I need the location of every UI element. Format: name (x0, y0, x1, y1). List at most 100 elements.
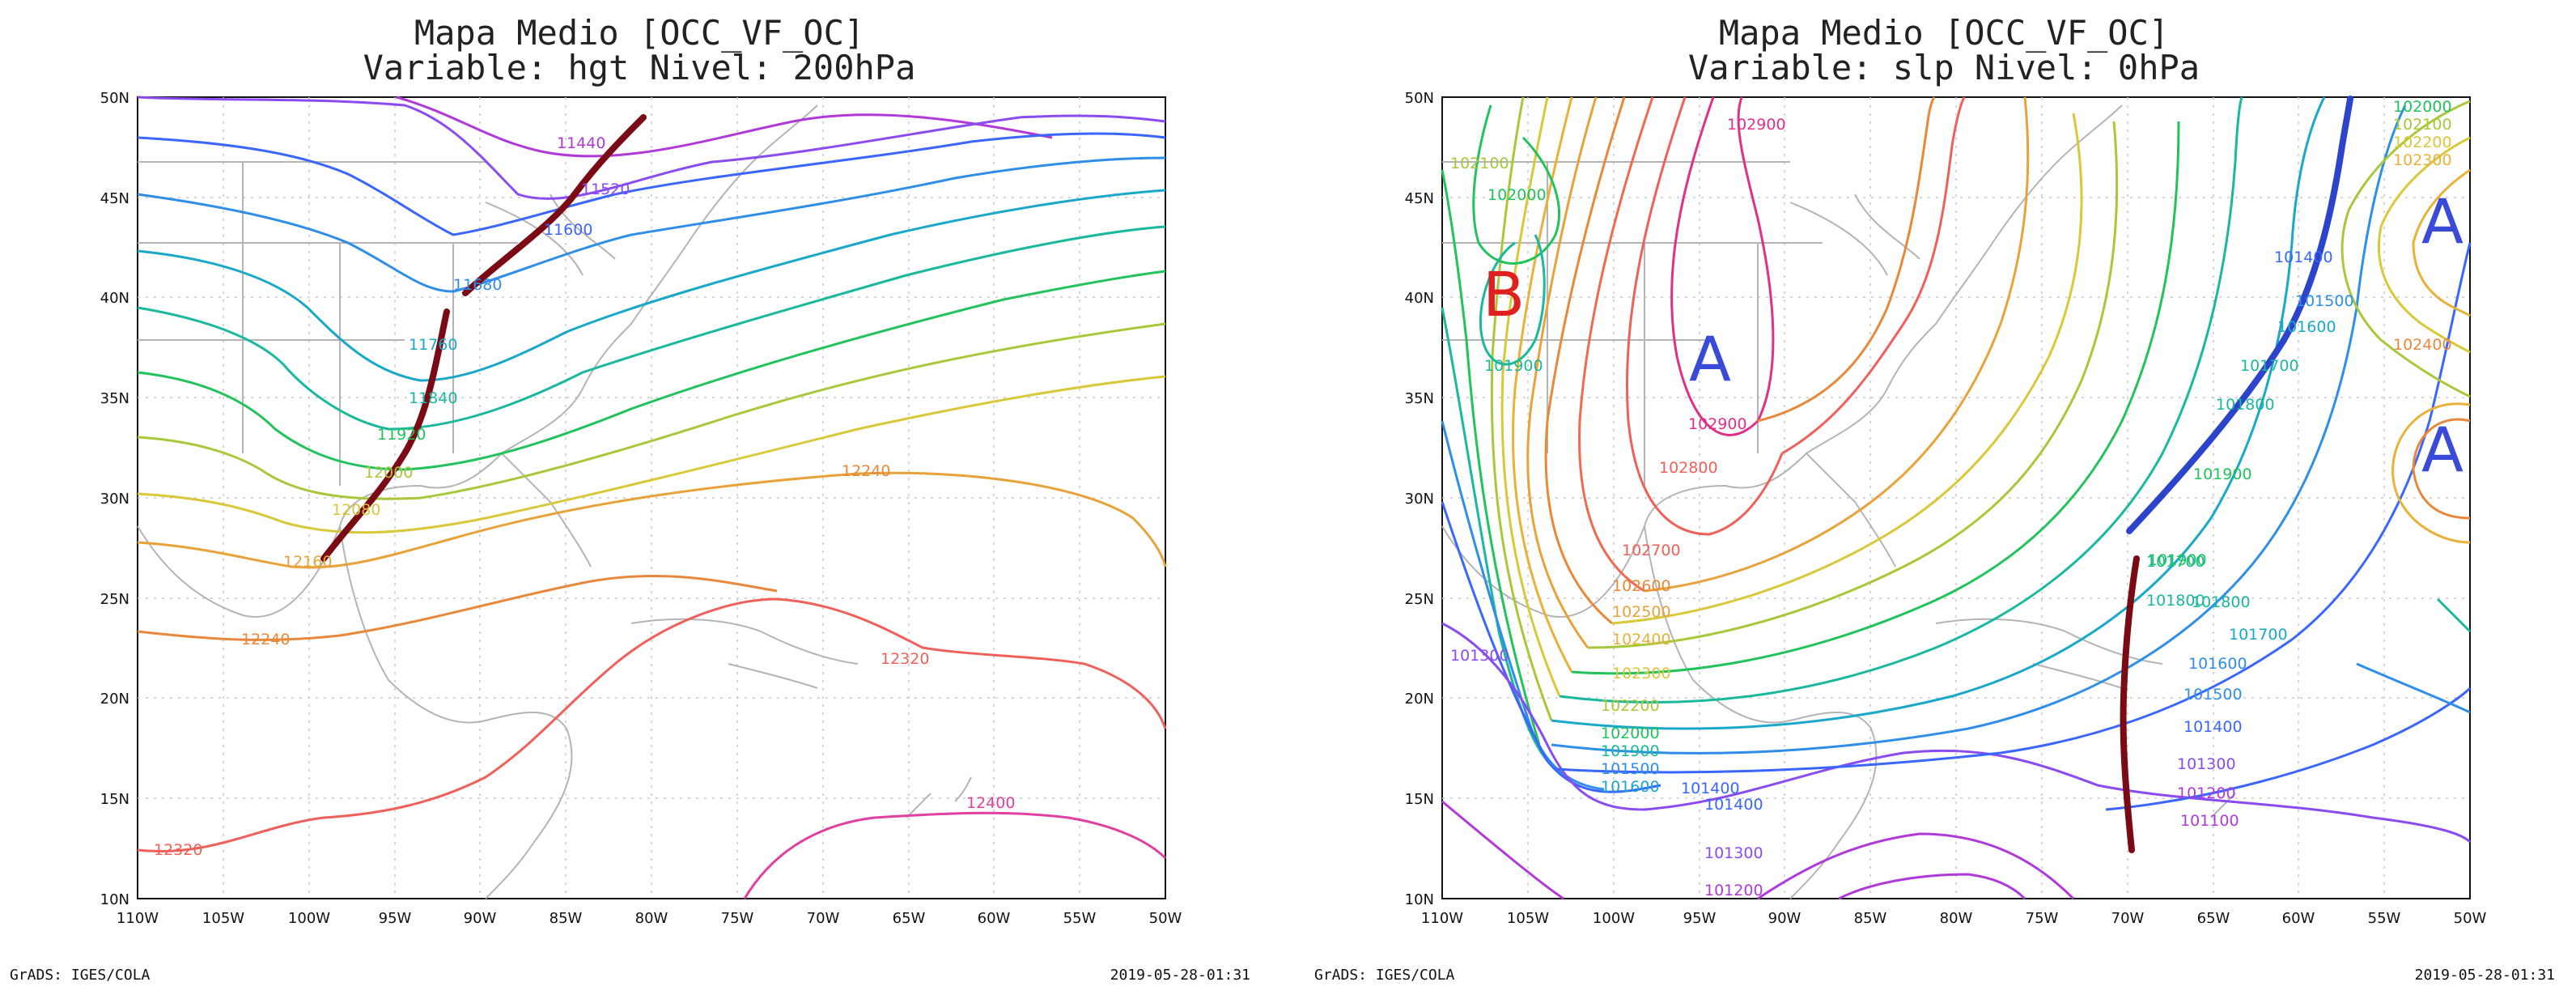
contour-label: 101400 (2183, 718, 2243, 736)
lon-tick: 65W (2197, 910, 2230, 927)
lon-tick: 100W (288, 910, 330, 927)
lon-tick: 55W (1063, 910, 1097, 927)
lon-tick: 70W (2111, 910, 2145, 927)
contour-label: 101200 (2177, 784, 2236, 802)
lat-tick: 15N (1405, 791, 1434, 808)
lon-tick: 70W (807, 910, 840, 927)
contour-label: 11760 (409, 336, 457, 354)
contour-label: 11440 (557, 134, 605, 152)
contour-label: 12080 (332, 501, 380, 519)
panel-slp-0hpa: Mapa Medio [OCC_VF_OC] Variable: slp Niv… (1305, 0, 2567, 999)
lat-tick: 30N (100, 491, 129, 508)
lon-axis: 110W 105W 100W 95W 90W 85W 80W 75W 70W 6… (117, 910, 1182, 927)
contour-label: 101600 (2277, 318, 2336, 336)
lon-tick: 110W (1421, 910, 1463, 927)
lon-tick: 60W (2282, 910, 2315, 927)
contour-label: 102900 (1688, 415, 1747, 433)
contour-label: 12320 (881, 650, 929, 668)
contour-label: 101400 (1681, 780, 1740, 797)
contour-label: 12320 (154, 841, 202, 859)
contour-label: 101900 (2193, 465, 2252, 483)
contour-label: 12240 (842, 462, 890, 480)
contour-label: 101400 (1704, 796, 1763, 814)
title-line2: Variable: hgt Nivel: 200hPa (363, 48, 916, 87)
contour-label: 102400 (2393, 336, 2452, 354)
lat-tick: 10N (100, 891, 129, 908)
footer-left: GrADS: IGES/COLA (1314, 967, 1455, 984)
contour-label: 101700 (2146, 553, 2205, 571)
lon-tick: 110W (117, 910, 159, 927)
contour-label: 11680 (453, 276, 502, 294)
contour-label: 101300 (2177, 755, 2236, 773)
lon-tick: 85W (550, 910, 583, 927)
lat-tick: 35N (1405, 390, 1434, 407)
lat-tick: 40N (100, 290, 129, 307)
front-lines (2120, 96, 2353, 853)
contour-label: 101800 (2216, 396, 2275, 414)
contour-label: 101900 (2148, 551, 2207, 569)
coastlines (1441, 104, 2236, 899)
lat-tick: 45N (100, 190, 129, 207)
lat-tick: 50N (100, 90, 129, 107)
contour-label: 101300 (1450, 647, 1509, 665)
contour-label: 101400 (2274, 249, 2333, 266)
lat-axis: 50N 45N 40N 35N 30N 25N 20N 15N 10N (1405, 90, 1434, 908)
lon-tick: 55W (2368, 910, 2401, 927)
contour-label: 12240 (241, 631, 290, 648)
contour-label: 102000 (1601, 725, 1660, 742)
contour-label: 102000 (2393, 98, 2452, 116)
footer-left: GrADS: IGES/COLA (10, 967, 151, 984)
lon-tick: 100W (1593, 910, 1635, 927)
contour-label: 102900 (1727, 116, 1786, 134)
contour-label: 102700 (1622, 542, 1681, 559)
contour-label: 102300 (2393, 151, 2452, 169)
contour-label: 101900 (1484, 357, 1543, 375)
contour-label: 102100 (2393, 116, 2452, 134)
contour-labels: 11440 11520 11600 11680 11760 11840 1192… (154, 134, 1015, 859)
contour-label: 101700 (2229, 626, 2288, 644)
contour-label: 102200 (2393, 134, 2452, 151)
contour-label: 102600 (1612, 577, 1671, 595)
graticule (138, 97, 1165, 899)
contour-label: 101500 (1601, 760, 1660, 778)
lon-tick: 50W (1149, 910, 1182, 927)
footer-right: 2019-05-28-01:31 (2415, 967, 2555, 984)
contour-label: 12000 (364, 464, 413, 482)
lon-tick: 60W (978, 910, 1011, 927)
contour-label: 101200 (1704, 882, 1763, 899)
lon-tick: 95W (379, 910, 412, 927)
contour-label: 102200 (1601, 697, 1660, 715)
lon-tick: 90W (464, 910, 497, 927)
lon-tick: 80W (635, 910, 668, 927)
map-hgt-svg: Mapa Medio [OCC_VF_OC] Variable: hgt Niv… (10, 13, 1250, 984)
lon-tick: 85W (1854, 910, 1887, 927)
low-pressure-letter: B (1483, 258, 1525, 330)
lon-axis: 110W 105W 100W 95W 90W 85W 80W 75W 70W 6… (1421, 910, 2487, 927)
high-pressure-letter: A (2421, 185, 2464, 257)
lat-tick: 20N (1405, 691, 1434, 708)
graticule (1442, 97, 2470, 899)
lat-tick: 50N (1405, 90, 1434, 107)
contour-label: 12400 (966, 794, 1015, 812)
footer-right: 2019-05-28-01:31 (1110, 967, 1250, 984)
lat-tick: 25N (1405, 591, 1434, 608)
front-lines (320, 114, 647, 562)
map-slp-svg: Mapa Medio [OCC_VF_OC] Variable: slp Niv… (1314, 13, 2555, 984)
panel-hgt-200hpa: Mapa Medio [OCC_VF_OC] Variable: hgt Niv… (0, 0, 1263, 999)
contour-label: 101700 (2240, 357, 2299, 375)
lat-tick: 40N (1405, 290, 1434, 307)
contour-label: 101800 (2146, 592, 2205, 610)
contour-label: 102500 (1612, 603, 1671, 621)
contour-label: 102400 (1612, 631, 1671, 648)
contour-label: 101900 (1601, 742, 1660, 760)
lon-tick: 50W (2454, 910, 2487, 927)
lat-tick: 10N (1405, 891, 1434, 908)
lat-tick: 35N (100, 390, 129, 407)
lat-tick: 30N (1405, 491, 1434, 508)
lon-tick: 80W (1940, 910, 1973, 927)
high-pressure-letter: A (2421, 414, 2464, 486)
contour-label: 101600 (2188, 655, 2247, 673)
high-pressure-letter: A (1689, 323, 1731, 395)
title-line1: Mapa Medio [OCC_VF_OC] (1719, 13, 2169, 53)
contour-label: 11920 (377, 426, 426, 444)
